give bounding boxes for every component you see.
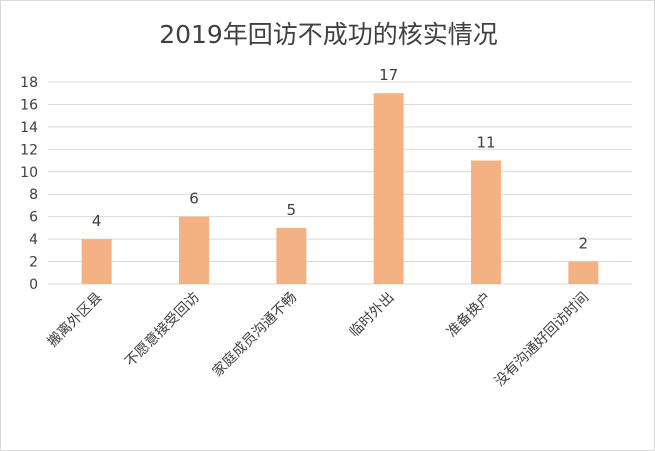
category-label-4: 临时外出	[347, 290, 398, 341]
y-tick-label-10: 10	[20, 165, 38, 181]
category-label-5: 准备换户	[443, 289, 495, 341]
data-label-5: 11	[476, 134, 495, 152]
category-label-3: 家庭成员沟通不畅	[209, 289, 300, 380]
category-label-1: 搬离外区县	[44, 289, 106, 351]
data-label-2: 6	[189, 190, 199, 208]
bar-1	[81, 239, 112, 284]
y-tick-label-12: 12	[20, 142, 38, 158]
gridlines	[48, 81, 632, 285]
bars	[81, 93, 599, 284]
y-tick-label-0: 0	[29, 277, 38, 293]
data-label-1: 4	[92, 212, 102, 230]
data-label-6: 2	[579, 235, 589, 253]
bar-2	[179, 216, 209, 284]
y-tick-label-14: 14	[20, 120, 38, 136]
y-tick-label-4: 4	[29, 232, 38, 248]
category-label-6: 没有沟通好回访时间	[492, 290, 592, 390]
y-axis-ticks: 0 2 4 6 8 10 12 14 16 18	[20, 75, 38, 293]
y-tick-label-2: 2	[29, 255, 38, 271]
y-tick-label-6: 6	[29, 210, 38, 226]
y-tick-label-8: 8	[29, 187, 38, 203]
bar-6	[568, 261, 599, 284]
bar-3	[276, 227, 307, 284]
chart-title: 2019年回访不成功的核实情况	[159, 20, 498, 49]
y-tick-label-16: 16	[20, 97, 38, 113]
bar-5	[471, 160, 501, 284]
data-label-3: 5	[287, 201, 297, 219]
bar-4	[373, 93, 404, 284]
data-labels: 4 6 5 17 11 2	[92, 66, 588, 252]
category-label-2: 不愿意接受回访	[122, 289, 203, 370]
data-label-4: 17	[379, 66, 398, 84]
y-tick-label-18: 18	[20, 75, 38, 91]
